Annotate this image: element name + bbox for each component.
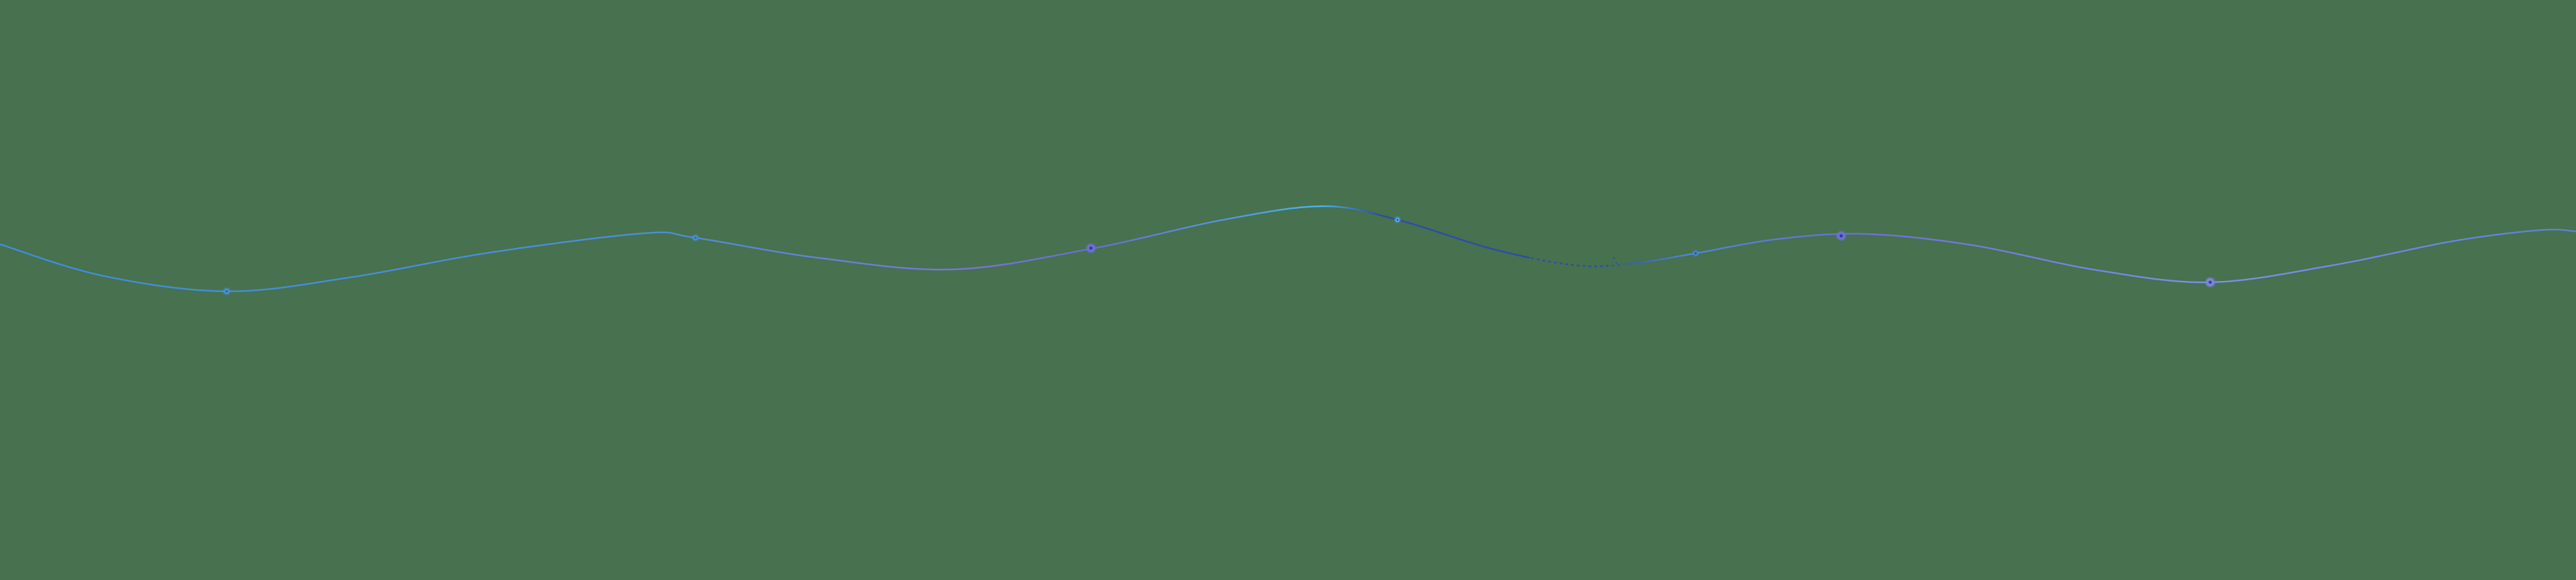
data-point-marker <box>1835 230 1847 242</box>
data-point-marker <box>1692 249 1700 257</box>
line-speck <box>1615 262 1618 264</box>
line-speck <box>1613 257 1615 260</box>
data-point-marker <box>2204 276 2216 288</box>
wave-line-solid-left <box>0 205 1530 293</box>
data-point-marker <box>692 234 699 242</box>
data-point-marker <box>1085 242 1097 254</box>
data-point-marker <box>1394 216 1401 224</box>
data-point-marker <box>222 287 231 296</box>
wave-line-dashed <box>1531 257 1627 267</box>
wave-line-solid-right <box>1627 228 2576 284</box>
